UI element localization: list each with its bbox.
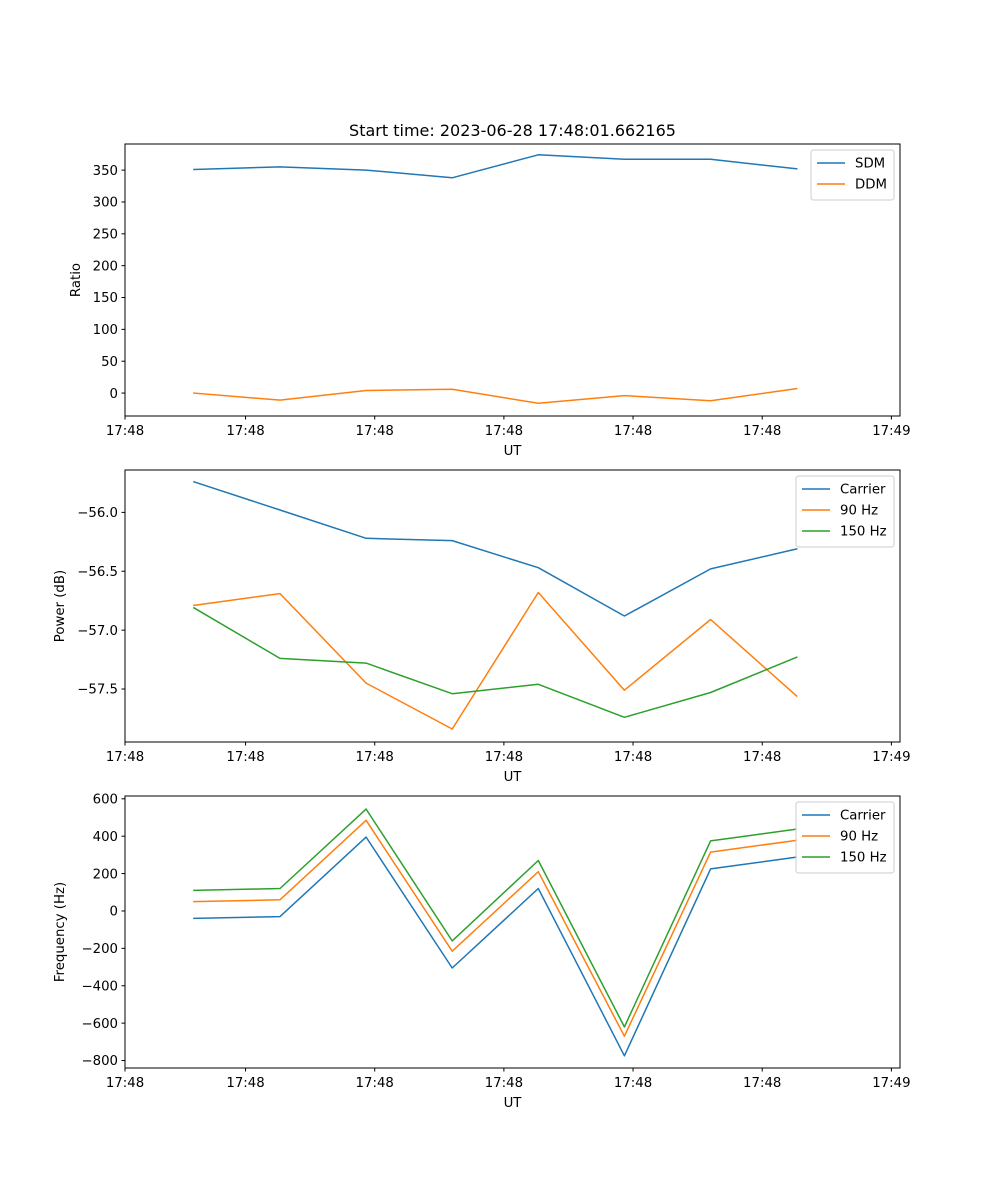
frequency-series-line-90-hz xyxy=(193,819,798,1037)
power-panel: 17:48 17:48 17:48 17:48 17:48 17:48 17:49 −57.5… xyxy=(53,469,911,785)
ratio-y-tick-label: 250 xyxy=(93,228,118,243)
power-x-tick-label: 17:48 xyxy=(485,750,523,765)
frequency-y-tick-label: 400 xyxy=(93,830,118,845)
frequency-x-tick-label: 17:48 xyxy=(226,1076,264,1091)
power-x-tick-label: 17:48 xyxy=(106,750,144,765)
frequency-x-tick-label: 17:48 xyxy=(614,1076,652,1091)
frequency-y-tick-label: −400 xyxy=(81,979,118,994)
power-y-tick-label: −57.0 xyxy=(77,624,118,639)
ratio-x-tick-label: 17:48 xyxy=(743,424,781,439)
frequency-x-axis-label: UT xyxy=(504,1096,523,1111)
frequency-series-line-carrier xyxy=(193,836,798,1057)
frequency-y-tick-label: −200 xyxy=(81,942,118,957)
frequency-legend-label: Carrier xyxy=(840,809,886,824)
ratio-y-tick-label: 300 xyxy=(93,196,118,211)
frequency-x-tick-label: 17:48 xyxy=(106,1076,144,1091)
frequency-axes-frame xyxy=(124,795,901,1069)
frequency-y-axis-label: Frequency (Hz) xyxy=(53,882,68,982)
frequency-x-tick-label: 17:48 xyxy=(356,1076,394,1091)
power-series-line-carrier xyxy=(192,480,798,617)
ratio-x-tick-label: 17:48 xyxy=(485,424,523,439)
ratio-y-tick-label: 50 xyxy=(101,355,118,370)
ratio-y-tick-label: 150 xyxy=(93,291,118,306)
ratio-panel: 17:48 17:48 17:48 17:48 17:48 17:48 17:49 0 50 10… xyxy=(69,143,911,459)
power-legend-label: Carrier xyxy=(840,483,886,498)
power-axes-frame xyxy=(124,469,901,743)
power-y-tick-label: −56.0 xyxy=(77,506,118,521)
power-legend-box xyxy=(795,475,895,548)
ratio-x-tick-label: 17:48 xyxy=(614,424,652,439)
frequency-x-tick-label: 17:48 xyxy=(743,1076,781,1091)
power-x-tick-label: 17:49 xyxy=(872,750,910,765)
panels: 17:48 17:48 17:48 17:48 17:48 17:48 17:49 0 50 10… xyxy=(53,143,911,1111)
frequency-panel: 17:48 17:48 17:48 17:48 17:48 17:48 17:49 −800 −… xyxy=(53,793,911,1111)
power-x-axis-label: UT xyxy=(504,770,523,785)
frequency-legend: Carrier 90 Hz 150 Hz xyxy=(795,801,895,874)
power-x-tick-label: 17:48 xyxy=(743,750,781,765)
ratio-y-tick-label: 0 xyxy=(110,387,118,402)
frequency-series-line-150-hz xyxy=(193,808,798,1028)
ratio-y-tick-label: 100 xyxy=(93,323,118,338)
frequency-y-tick-label: −600 xyxy=(81,1017,118,1032)
power-y-tick-label: −56.5 xyxy=(77,565,118,580)
frequency-x-tick-label: 17:48 xyxy=(485,1076,523,1091)
frequency-legend-box xyxy=(795,801,895,874)
ratio-y-tick-label: 350 xyxy=(93,164,118,179)
ratio-series-line-ddm xyxy=(193,387,798,405)
ratio-x-tick-label: 17:49 xyxy=(872,424,910,439)
figure-title: Start time: 2023-06-28 17:48:01.662165 xyxy=(349,121,676,140)
ratio-y-tick-label: 200 xyxy=(93,259,118,274)
ratio-axes-frame xyxy=(124,143,901,417)
ratio-series-line-sdm xyxy=(193,154,798,179)
ratio-legend-label: DDM xyxy=(855,178,887,193)
ratio-legend: SDM DDM xyxy=(810,149,895,201)
ratio-legend-label: SDM xyxy=(855,157,885,172)
frequency-y-tick-label: −800 xyxy=(81,1054,118,1069)
power-y-tick-label: −57.5 xyxy=(77,683,118,698)
power-legend-label: 90 Hz xyxy=(840,504,878,519)
power-x-tick-label: 17:48 xyxy=(614,750,652,765)
power-series-line-90-hz xyxy=(193,591,798,730)
frequency-legend-label: 90 Hz xyxy=(840,830,878,845)
power-x-tick-label: 17:48 xyxy=(356,750,394,765)
ratio-x-axis-label: UT xyxy=(504,444,523,459)
frequency-y-tick-label: 600 xyxy=(93,793,118,808)
ratio-x-tick-label: 17:48 xyxy=(106,424,144,439)
frequency-x-tick-label: 17:49 xyxy=(872,1076,910,1091)
frequency-y-tick-label: 0 xyxy=(110,905,118,920)
ratio-x-tick-label: 17:48 xyxy=(356,424,394,439)
power-x-tick-label: 17:48 xyxy=(226,750,264,765)
frequency-y-tick-label: 200 xyxy=(93,867,118,882)
frequency-legend-label: 150 Hz xyxy=(840,851,887,866)
power-y-axis-label: Power (dB) xyxy=(53,570,68,642)
power-legend: Carrier 90 Hz 150 Hz xyxy=(795,475,895,548)
ratio-y-axis-label: Ratio xyxy=(69,263,84,297)
power-legend-label: 150 Hz xyxy=(840,525,887,540)
power-series-line-150-hz xyxy=(192,606,798,719)
ratio-x-tick-label: 17:48 xyxy=(226,424,264,439)
